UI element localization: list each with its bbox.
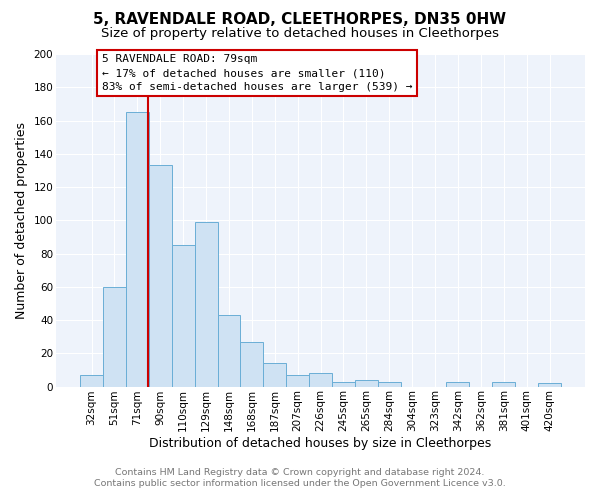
Bar (126, 112, 149, 386)
Bar (332, 382, 355, 386)
Bar (194, 222, 218, 386)
Bar (172, 245, 194, 386)
Y-axis label: Number of detached properties: Number of detached properties (15, 122, 28, 319)
Text: 5 RAVENDALE ROAD: 79sqm
← 17% of detached houses are smaller (110)
83% of semi-d: 5 RAVENDALE ROAD: 79sqm ← 17% of detache… (102, 54, 412, 92)
Bar (103, 287, 126, 386)
Bar (538, 383, 561, 386)
Bar (492, 382, 515, 386)
Bar (263, 364, 286, 386)
Bar (378, 382, 401, 386)
Text: Size of property relative to detached houses in Cleethorpes: Size of property relative to detached ho… (101, 28, 499, 40)
Text: 5, RAVENDALE ROAD, CLEETHORPES, DN35 0HW: 5, RAVENDALE ROAD, CLEETHORPES, DN35 0HW (94, 12, 506, 28)
Bar (241, 342, 263, 386)
Bar (149, 166, 172, 386)
Bar (286, 375, 309, 386)
Bar (80, 375, 103, 386)
X-axis label: Distribution of detached houses by size in Cleethorpes: Distribution of detached houses by size … (149, 437, 491, 450)
Bar (355, 380, 378, 386)
Bar (446, 382, 469, 386)
Bar (309, 373, 332, 386)
Bar (218, 315, 241, 386)
Text: Contains HM Land Registry data © Crown copyright and database right 2024.
Contai: Contains HM Land Registry data © Crown c… (94, 468, 506, 487)
